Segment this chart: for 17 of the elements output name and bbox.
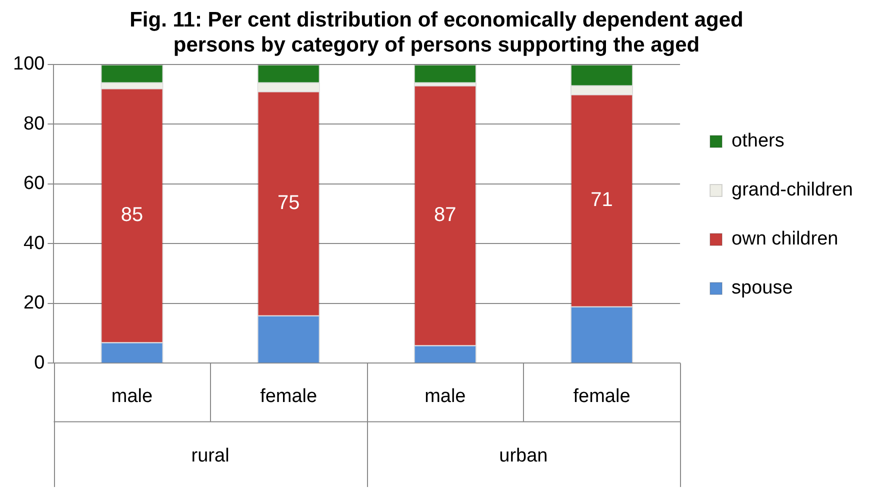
legend-label: grand-children (732, 180, 854, 201)
data-label: 71 (590, 188, 613, 211)
chart-title: Fig. 11: Per cent distribution of economically dependent aged persons by category of persons supporting the aged (130, 8, 744, 57)
y-tick-label: 40 (24, 232, 45, 254)
y-tick-label: 80 (24, 113, 45, 134)
y-tick-label: 20 (24, 292, 45, 314)
data-label: 85 (120, 204, 144, 226)
y-tick-label: 0 (34, 352, 45, 374)
y-tick-label: 100 (13, 54, 45, 75)
legend-label: own children (732, 228, 838, 250)
legend-label: spouse (732, 278, 793, 299)
y-tick-label: 60 (24, 173, 45, 194)
legend-label: others (732, 130, 784, 152)
text: urban (499, 445, 548, 466)
data-label: 75 (277, 192, 300, 214)
text: rural (191, 445, 230, 466)
data-label: 87 (434, 204, 456, 226)
